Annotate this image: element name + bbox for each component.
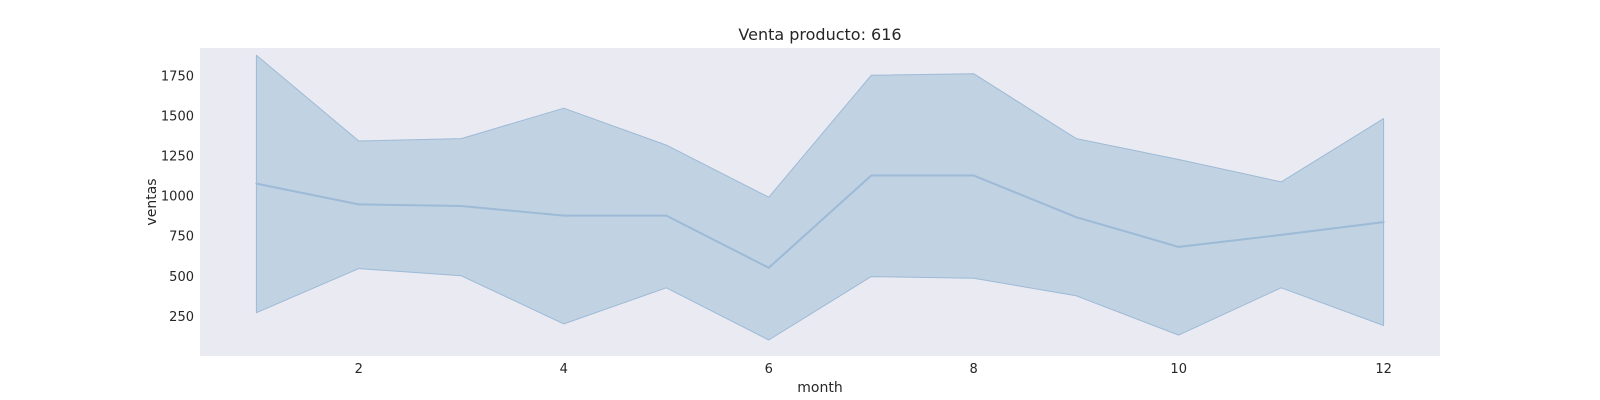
y-tick-label: 250	[169, 310, 194, 325]
x-tick-label: 10	[1170, 362, 1187, 377]
chart-title: Venta producto: 616	[738, 25, 901, 44]
y-tick-labels: 250 500 750 1000 1250 1500 1750	[161, 69, 194, 325]
y-tick-label: 1500	[161, 109, 194, 124]
data-point	[460, 205, 463, 207]
y-tick-label: 1250	[161, 150, 194, 165]
y-tick-label: 500	[169, 270, 194, 285]
data-point	[1382, 221, 1385, 224]
x-axis-label: month	[797, 380, 842, 396]
data-point	[767, 266, 770, 269]
x-tick-label: 2	[355, 362, 363, 377]
x-tick-label: 8	[970, 362, 978, 377]
data-point	[255, 182, 258, 185]
data-point	[562, 214, 565, 217]
line-layer	[255, 174, 1385, 269]
data-point	[870, 174, 873, 177]
data-point	[665, 214, 668, 217]
y-tick-label: 750	[169, 230, 194, 245]
confidence-band	[255, 54, 1385, 341]
data-point	[357, 203, 360, 206]
x-tick-label: 12	[1375, 362, 1392, 377]
y-axis-label: ventas	[144, 178, 160, 225]
x-tick-label: 6	[765, 362, 773, 377]
data-point	[1177, 245, 1180, 248]
data-point	[1280, 233, 1283, 236]
confidence-band-layer	[255, 54, 1385, 341]
data-point	[1075, 216, 1078, 219]
x-tick-label: 4	[560, 362, 568, 377]
y-tick-label: 1000	[161, 190, 194, 205]
data-point	[972, 174, 975, 177]
series-line	[256, 174, 1384, 269]
x-tick-labels: 2 4 6 8 10 12	[355, 362, 1392, 377]
y-tick-label: 1750	[161, 69, 194, 84]
